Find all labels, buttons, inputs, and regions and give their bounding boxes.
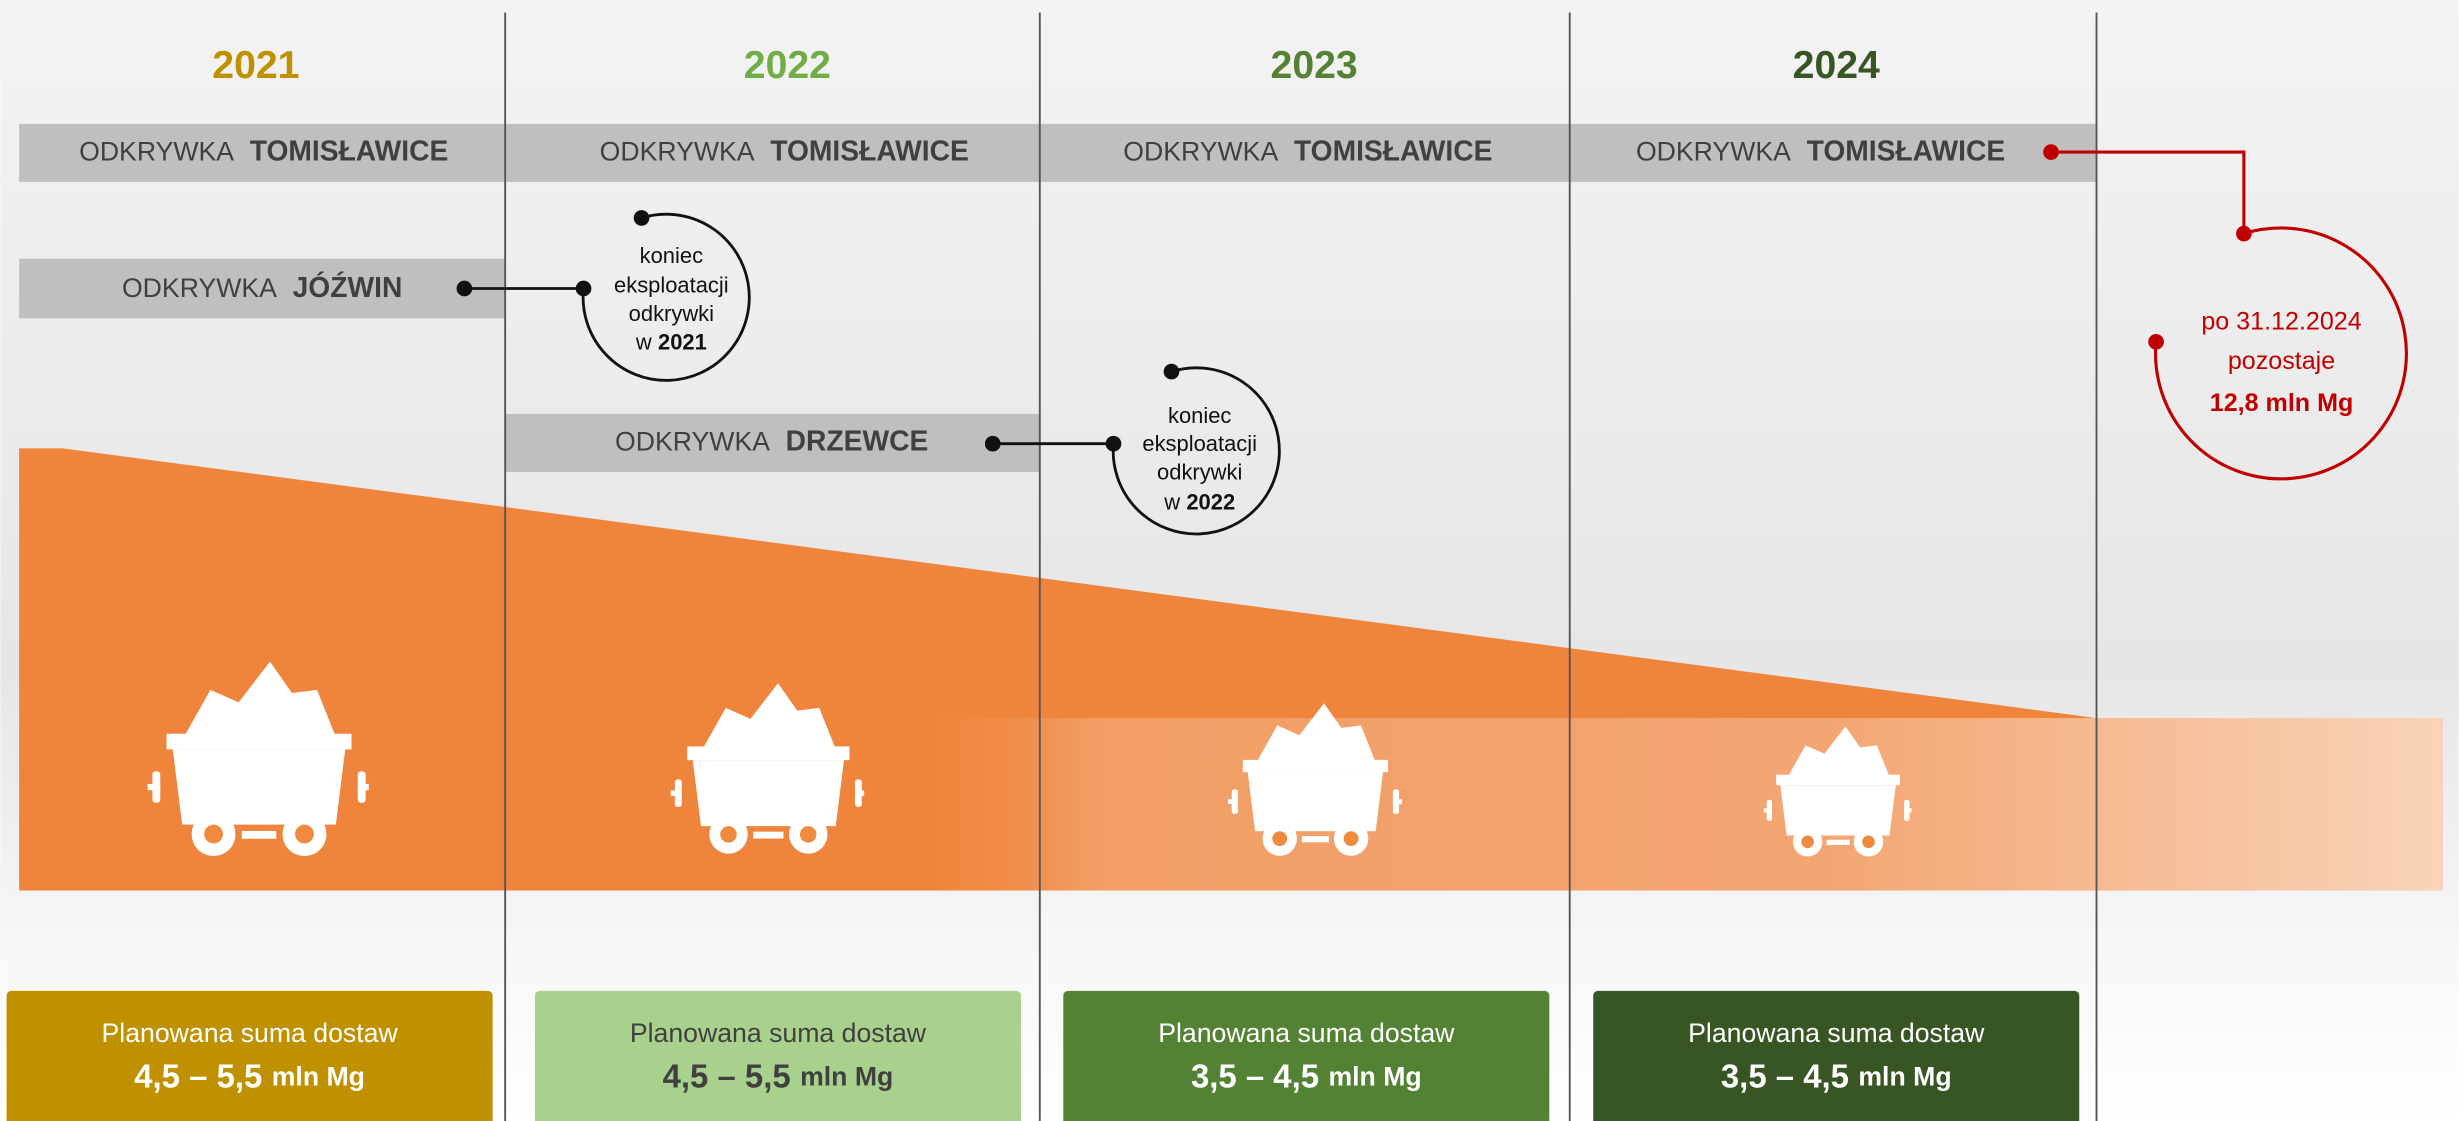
mine-label: ODKRYWKA TOMISŁAWICE [600,135,969,167]
planned-unit: mln Mg [272,1062,365,1092]
drzewce-bar [505,414,1040,472]
dot [457,281,473,297]
mine-label: ODKRYWKA TOMISŁAWICE [1123,135,1492,167]
dot [2236,226,2252,242]
note-prefix: w [635,329,652,354]
page: { "columns": [ {"year": "2021", "mine_pr… [0,0,2459,1121]
dot [634,210,650,226]
infographic: ODKRYWKA JÓŹWIN ODKRYWKA DRZEWCE koniec ek… [0,0,2459,1121]
dot [1164,364,1180,380]
mine-name: JÓŹWIN [293,272,403,304]
planned-box [1063,991,1549,1121]
dot [2043,144,2059,160]
dot [1106,436,1122,452]
mine-name: DRZEWCE [786,425,929,457]
mine-name: TOMISŁAWICE [250,135,449,167]
remaining-date: po 31.12.2024 [2201,308,2361,336]
mine-label: ODKRYWKA TOMISŁAWICE [1636,135,2005,167]
planned-value: 3,5 – 4,5 mln Mg [1191,1057,1422,1094]
remaining-text: pozostaje [2228,347,2335,375]
note-line: eksploatacji [614,273,729,298]
mine-name: TOMISŁAWICE [770,135,969,167]
mine-label: ODKRYWKA TOMISŁAWICE [79,135,448,167]
note-line: koniec [640,243,703,268]
mine-prefix: ODKRYWKA [615,427,770,457]
planned-box [535,991,1021,1121]
planned-box [7,991,493,1121]
year-label: 2021 [212,44,299,87]
jozwin-label: ODKRYWKA JÓŹWIN [122,272,402,304]
note-line: eksploatacji [1142,431,1257,456]
note-year: 2022 [1186,489,1235,514]
dot [985,436,1001,452]
planned-label: Planowana suma dostaw [1158,1018,1455,1048]
planned-label: Planowana suma dostaw [102,1018,399,1048]
mine-name: TOMISŁAWICE [1807,135,2006,167]
mine-prefix: ODKRYWKA [1636,137,1791,167]
planned-value: 4,5 – 5,5 mln Mg [663,1057,894,1094]
note-year: 2021 [658,329,707,354]
mine-prefix: ODKRYWKA [600,137,755,167]
note-line: odkrywki [1157,459,1242,484]
mine-prefix: ODKRYWKA [122,273,277,303]
dot [2148,334,2164,350]
planned-label: Planowana suma dostaw [1688,1018,1985,1048]
planned-range: 4,5 – 5,5 [134,1057,262,1094]
note-line: odkrywki [629,301,714,326]
year-label: 2024 [1793,44,1880,87]
mine-prefix: ODKRYWKA [79,137,234,167]
planned-range: 4,5 – 5,5 [663,1057,791,1094]
mine-prefix: ODKRYWKA [1123,137,1278,167]
remaining-amount: 12,8 mln Mg [2210,389,2354,417]
planned-range: 3,5 – 4,5 [1721,1057,1849,1094]
year-label: 2023 [1271,44,1358,87]
planned-unit: mln Mg [1328,1062,1421,1092]
year-label: 2022 [744,44,831,87]
volume-fade [910,718,2443,890]
planned-box [1593,991,2079,1121]
planned-range: 3,5 – 4,5 [1191,1057,1319,1094]
planned-value: 4,5 – 5,5 mln Mg [134,1057,365,1094]
planned-unit: mln Mg [800,1062,893,1092]
planned-label: Planowana suma dostaw [630,1018,927,1048]
note-line: koniec [1168,403,1231,428]
dot [576,281,592,297]
mine-name: TOMISŁAWICE [1294,135,1493,167]
planned-value: 3,5 – 4,5 mln Mg [1721,1057,1952,1094]
planned-unit: mln Mg [1858,1062,1951,1092]
note-prefix: w [1163,489,1180,514]
